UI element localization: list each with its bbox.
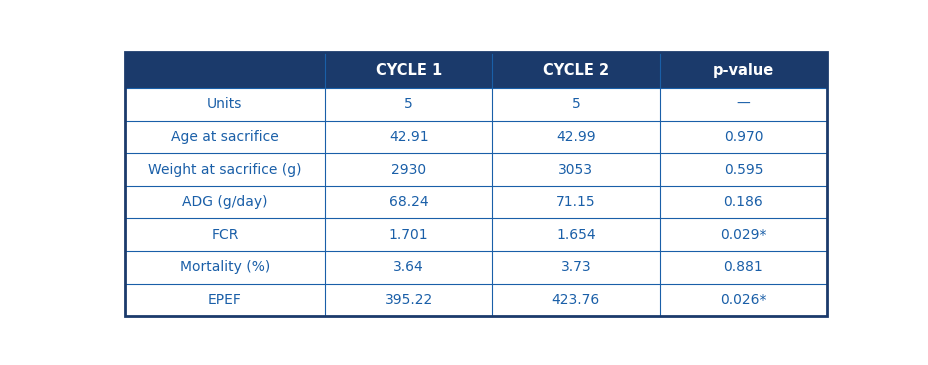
Text: 5: 5 bbox=[404, 97, 413, 111]
Text: 423.76: 423.76 bbox=[551, 293, 599, 307]
Text: Age at sacrifice: Age at sacrifice bbox=[171, 130, 278, 144]
Text: Units: Units bbox=[207, 97, 242, 111]
Bar bbox=[124, 186, 827, 219]
Text: CYCLE 2: CYCLE 2 bbox=[542, 62, 608, 78]
Bar bbox=[124, 219, 827, 251]
Bar bbox=[124, 88, 827, 120]
Text: CYCLE 1: CYCLE 1 bbox=[375, 62, 442, 78]
Bar bbox=[124, 153, 827, 186]
Text: EPEF: EPEF bbox=[208, 293, 241, 307]
Text: 3.64: 3.64 bbox=[393, 261, 423, 274]
Text: 2930: 2930 bbox=[391, 162, 426, 177]
Text: FCR: FCR bbox=[211, 228, 238, 242]
Bar bbox=[124, 284, 827, 316]
Text: 0.186: 0.186 bbox=[723, 195, 763, 209]
Text: 0.881: 0.881 bbox=[723, 261, 763, 274]
Text: 0.595: 0.595 bbox=[723, 162, 763, 177]
Text: Weight at sacrifice (g): Weight at sacrifice (g) bbox=[148, 162, 302, 177]
Text: 3053: 3053 bbox=[558, 162, 593, 177]
Text: ADG (g/day): ADG (g/day) bbox=[182, 195, 267, 209]
Text: 1.654: 1.654 bbox=[556, 228, 595, 242]
Text: 0.029*: 0.029* bbox=[719, 228, 766, 242]
Text: p-value: p-value bbox=[712, 62, 773, 78]
Text: 1.701: 1.701 bbox=[389, 228, 428, 242]
Text: 5: 5 bbox=[571, 97, 580, 111]
Text: 71.15: 71.15 bbox=[556, 195, 595, 209]
Bar bbox=[124, 251, 827, 284]
Text: —: — bbox=[736, 97, 750, 111]
Bar bbox=[124, 120, 827, 153]
Text: 3.73: 3.73 bbox=[560, 261, 590, 274]
Text: 42.91: 42.91 bbox=[389, 130, 428, 144]
Text: 0.026*: 0.026* bbox=[719, 293, 766, 307]
Text: 395.22: 395.22 bbox=[384, 293, 432, 307]
Bar bbox=[124, 52, 827, 88]
Text: 42.99: 42.99 bbox=[556, 130, 595, 144]
Text: 0.970: 0.970 bbox=[723, 130, 763, 144]
Text: 68.24: 68.24 bbox=[389, 195, 428, 209]
Text: Mortality (%): Mortality (%) bbox=[180, 261, 270, 274]
